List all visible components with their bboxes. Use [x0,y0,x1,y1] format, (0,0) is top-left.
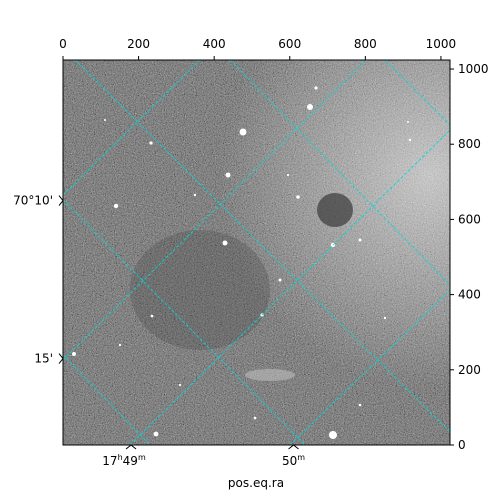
star [358,403,362,407]
ra-tick-label: 17h49m [102,453,146,468]
star [329,431,337,439]
star [150,314,154,318]
x-tick-label: 800 [354,37,377,51]
star [408,138,412,142]
star [104,119,106,121]
star [193,193,197,197]
grid-line [229,60,450,286]
star [149,141,153,145]
star [278,278,282,282]
ra-tick-mark [288,444,299,450]
star [222,240,228,246]
star [72,352,76,356]
star [225,172,231,178]
grid-line [74,60,450,433]
star [307,104,313,110]
x-tick-label: 400 [203,37,226,51]
star [239,128,247,136]
ra-tick-label: 50m [282,453,305,468]
y-tick-label: 200 [458,363,481,377]
grid-line [63,199,306,445]
star [178,383,182,387]
dec-tick-label: 15' [34,352,53,366]
star [296,195,300,199]
pixel-x-axis: 0 200 400 600 800 1000 [59,37,456,60]
y-tick-label: 0 [458,438,466,452]
star [314,86,318,90]
ra-tick-mark [125,444,137,450]
star [253,416,257,420]
grid-line [384,60,450,126]
star [113,203,119,209]
dec-tick-label: 70°10' [13,194,53,208]
dec-tick-mark [58,195,64,206]
dark-blob [317,193,353,227]
y-tick-label: 600 [458,212,481,226]
star [286,173,290,177]
star [407,121,409,123]
dec-tick-mark [58,353,64,364]
y-tick-label: 1000 [458,62,489,76]
coordinate-grid [63,60,450,445]
sky-image [63,60,450,445]
x-tick-label: 0 [59,37,67,51]
grid-line [63,354,151,445]
y-tick-label: 400 [458,288,481,302]
x-axis-title: pos.eq.ra [228,476,284,490]
plot-frame [62,59,451,446]
x-tick-label: 200 [127,37,150,51]
grid-line [63,60,201,196]
x-tick-label: 600 [278,37,301,51]
grid-line [63,60,367,361]
star [383,316,387,320]
world-axes: 17h49m 50m 70°10' 15' [13,194,305,468]
pixel-y-axis: 0 200 400 600 800 1000 [450,62,489,452]
star [358,238,362,242]
star [118,343,122,347]
y-tick-label: 800 [458,137,481,151]
x-tick-label: 1000 [426,37,457,51]
bright-smudge [245,369,295,381]
dark-region [130,230,270,350]
star [153,431,159,437]
grid-line [289,289,450,445]
